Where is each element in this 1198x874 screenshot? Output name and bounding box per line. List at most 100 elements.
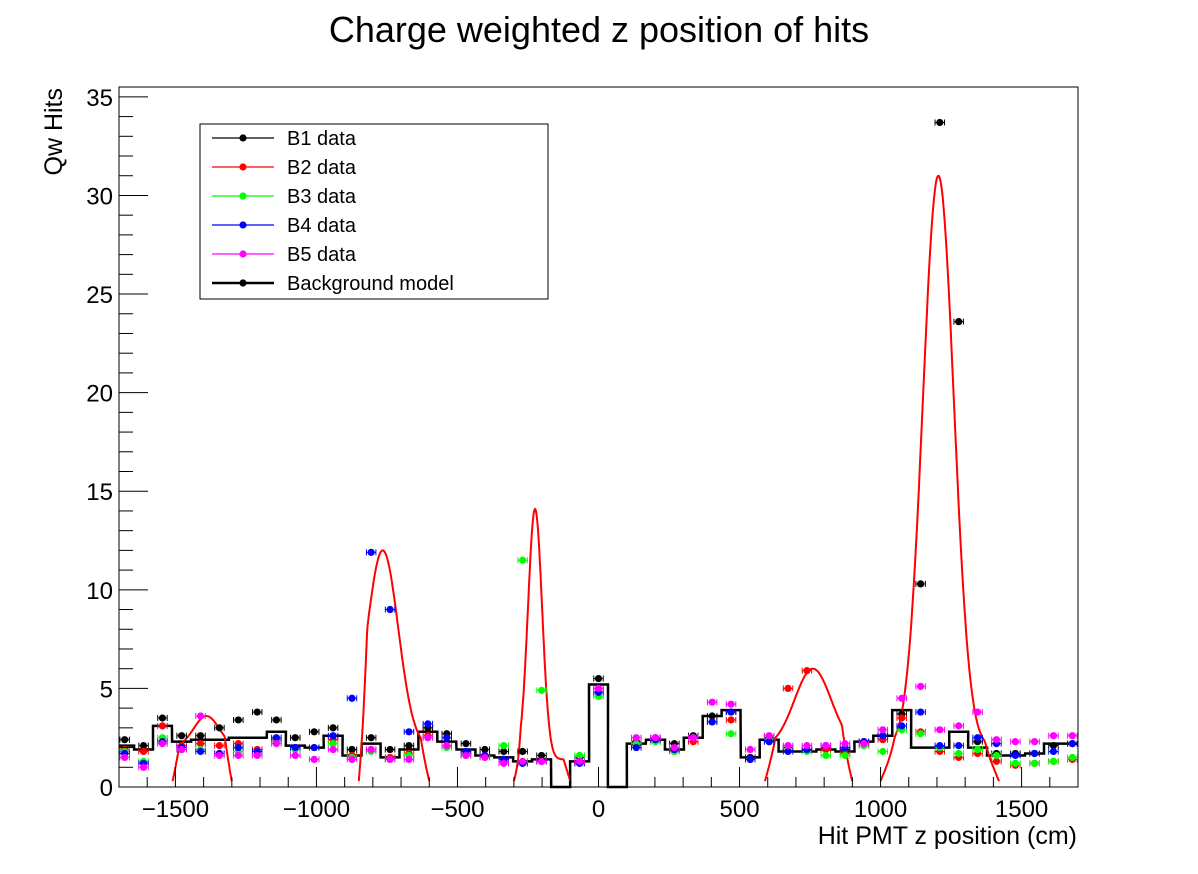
data-point: [310, 743, 318, 752]
data-point: [139, 741, 148, 750]
x-tick-label: −1500: [142, 796, 209, 823]
data-point: [158, 740, 167, 748]
data-point: [481, 753, 489, 762]
data-point: [537, 686, 546, 694]
data-point: [936, 118, 944, 127]
data-point: [291, 751, 299, 760]
data-point: [367, 745, 375, 754]
data-point: [178, 732, 186, 740]
data-point: [1030, 738, 1039, 746]
data-point: [405, 741, 413, 750]
data-point: [329, 740, 337, 748]
legend-marker: [239, 221, 247, 229]
data-point: [329, 732, 337, 740]
data-point: [727, 716, 735, 724]
x-axis-label: Hit PMT z position (cm): [818, 822, 1077, 850]
chart-title: Charge weighted z position of hits: [329, 9, 869, 50]
data-point: [1030, 759, 1039, 767]
data-point: [139, 763, 148, 771]
data-point: [329, 745, 337, 754]
data-point: [936, 726, 944, 734]
fit-curve: [879, 174, 1000, 782]
data-point: [178, 745, 186, 754]
data-point: [348, 745, 356, 754]
data-point: [405, 728, 413, 736]
data-point: [196, 747, 205, 756]
data-point: [992, 736, 1001, 744]
x-tick-label: 1500: [995, 796, 1048, 823]
data-point: [936, 741, 944, 750]
y-tick-label: 15: [86, 479, 113, 506]
series-2: [119, 667, 1078, 769]
data-point: [784, 747, 792, 756]
data-point: [708, 718, 716, 726]
data-point: [1049, 747, 1058, 756]
data-point: [651, 734, 660, 742]
data-point: [121, 753, 129, 762]
data-point: [1049, 741, 1058, 750]
data-point: [992, 757, 1001, 765]
data-point: [215, 724, 224, 732]
legend-box: [199, 123, 549, 300]
data-point: [348, 694, 356, 702]
data-point: [158, 722, 167, 730]
data-point: [784, 684, 792, 693]
legend-label: B3 data: [287, 186, 357, 208]
data-point: [765, 732, 773, 740]
data-point: [481, 745, 489, 754]
data-point: [196, 740, 205, 748]
data-point: [594, 674, 603, 683]
data-point: [898, 694, 906, 702]
series-4: [119, 548, 1078, 767]
data-point: [879, 732, 887, 740]
data-point: [1068, 753, 1076, 762]
data-point: [1030, 749, 1039, 758]
data-point: [784, 741, 792, 750]
data-point: [310, 755, 318, 763]
data-point: [898, 714, 906, 722]
data-point: [234, 751, 242, 760]
data-point: [253, 708, 261, 716]
data-point: [708, 712, 716, 720]
data-point: [443, 734, 451, 742]
data-point: [537, 757, 546, 765]
data-point: [234, 716, 242, 724]
data-point: [291, 734, 299, 742]
data-point: [576, 757, 584, 765]
data-point: [992, 751, 1001, 760]
data-point: [272, 716, 280, 724]
data-point: [500, 741, 508, 750]
data-point: [879, 726, 887, 734]
data-point: [576, 751, 584, 760]
y-tick-label: 35: [86, 85, 113, 112]
series-5: [119, 682, 1078, 771]
data-point: [215, 751, 224, 760]
data-point: [955, 318, 963, 326]
data-point: [1049, 757, 1058, 765]
data-point: [727, 700, 735, 708]
data-point: [1068, 740, 1076, 748]
data-point: [898, 722, 906, 730]
data-point: [500, 747, 508, 756]
x-tick-label: −1000: [283, 796, 350, 823]
data-point: [917, 682, 925, 691]
data-point: [917, 580, 925, 588]
data-point: [973, 708, 982, 716]
y-tick-label: 0: [100, 775, 113, 802]
data-point: [462, 751, 470, 760]
data-point: [500, 759, 508, 767]
data-point: [386, 755, 394, 763]
data-point: [594, 684, 603, 693]
legend: B1 data B2 data B3 data B4 data B5 data Backg…: [199, 123, 549, 300]
data-point: [234, 743, 242, 752]
data-point: [1068, 732, 1076, 740]
series-3: [119, 556, 1078, 767]
legend-label: Background model: [287, 273, 454, 295]
data-point: [917, 708, 925, 716]
data-point: [803, 667, 811, 675]
data-point: [955, 741, 963, 750]
legend-marker: [239, 250, 247, 258]
data-point: [973, 745, 982, 754]
data-point: [158, 714, 167, 722]
